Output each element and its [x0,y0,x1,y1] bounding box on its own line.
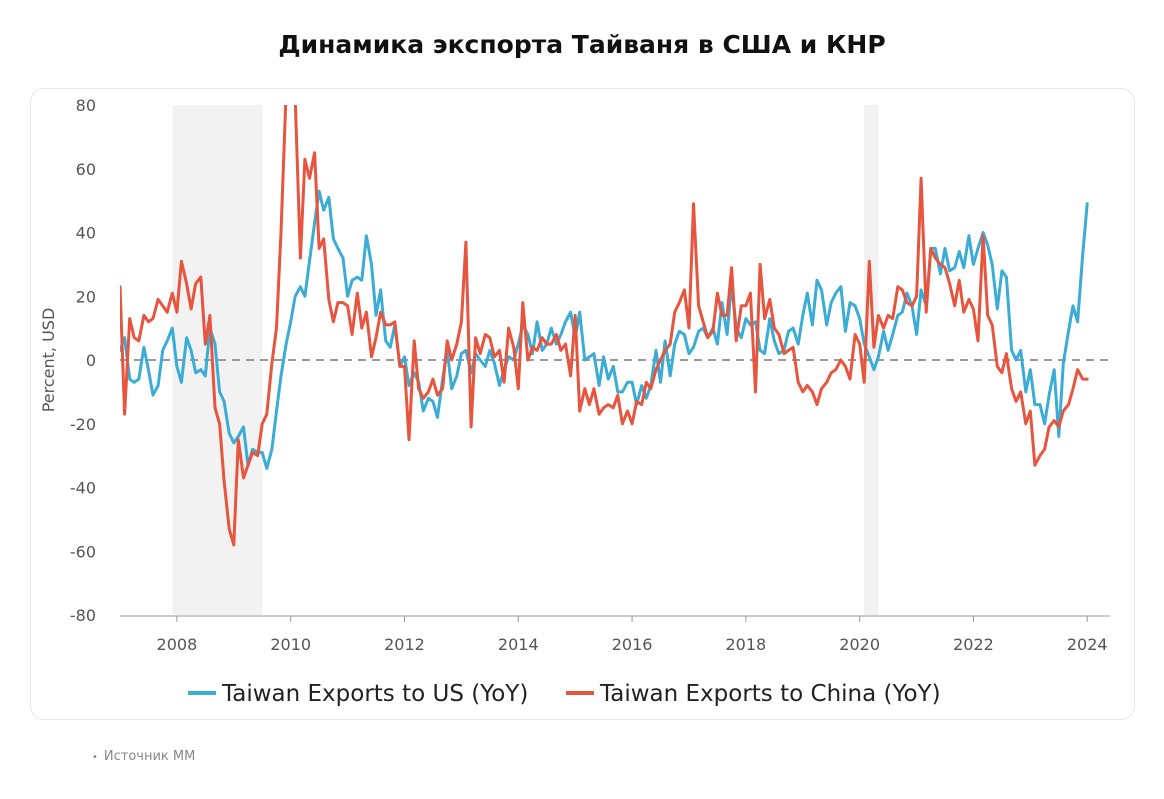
x-tick-label: 2024 [1067,635,1108,654]
x-tick-label: 2014 [498,635,539,654]
y-tick-label: -60 [70,542,96,561]
y-tick-label: 20 [76,287,96,306]
y-tick-label: 0 [86,351,96,370]
x-tick-label: 2022 [953,635,994,654]
source-note: • Источник MM [92,749,195,764]
source-text: Источник MM [103,749,196,764]
y-tick-label: 40 [76,224,96,243]
y-tick-label: -20 [70,415,96,434]
y-tick-label: 80 [76,96,96,115]
x-tick-label: 2020 [839,635,880,654]
series-line-china [120,105,1089,547]
y-tick-label: -80 [70,606,96,625]
x-tick-label: 2012 [384,635,425,654]
x-tick-label: 2016 [612,635,653,654]
series-line-us [120,189,1089,470]
y-tick-label: -40 [70,479,96,498]
x-tick-label: 2018 [726,635,767,654]
chart-title: Динамика экспорта Тайваня в США и КНР [278,30,886,59]
legend-label-china: Taiwan Exports to China (YoY) [599,681,941,707]
x-tick-label: 2008 [157,635,198,654]
x-tick-label: 2010 [270,635,311,654]
y-tick-label: 60 [76,160,96,179]
legend-label-us: Taiwan Exports to US (YoY) [221,681,528,707]
y-axis-label: Percent, USD [39,308,58,413]
bullet-icon: • [92,752,98,763]
